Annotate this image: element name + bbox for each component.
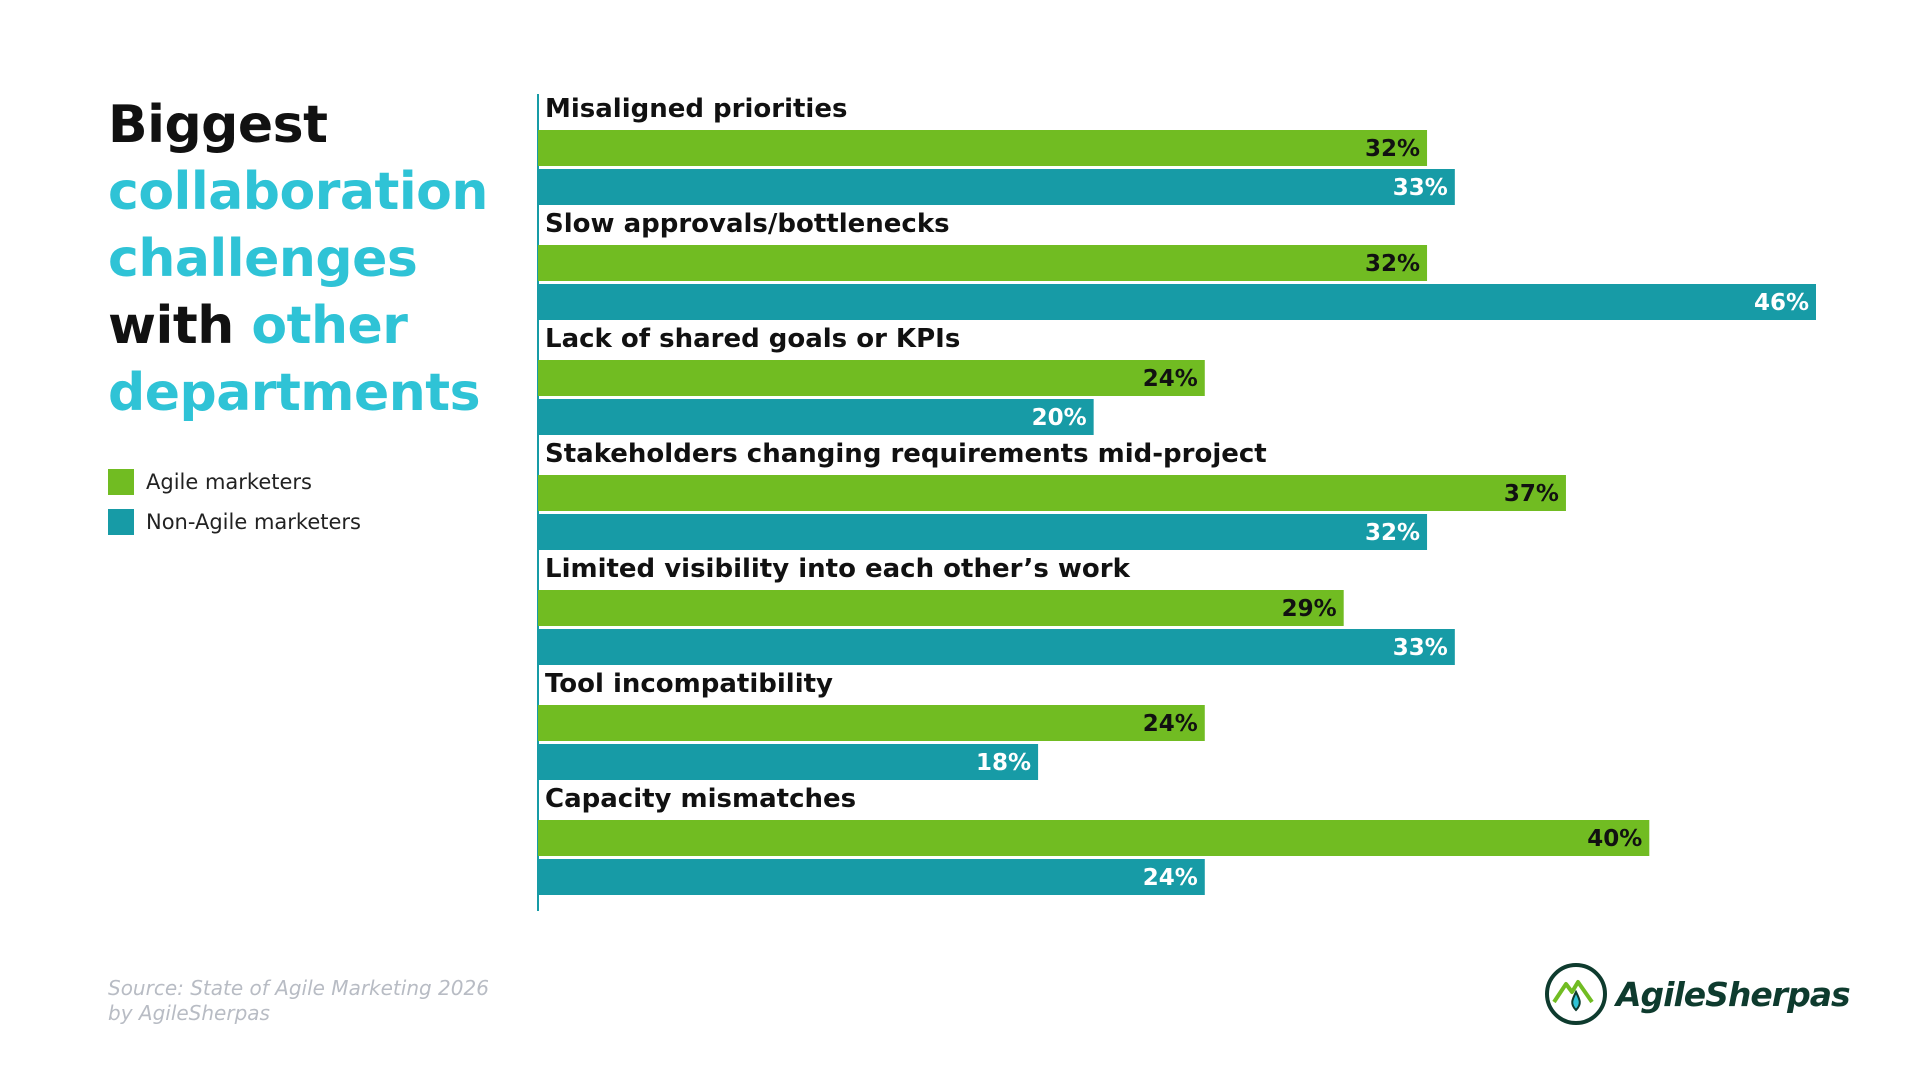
bar-agile [538, 360, 1205, 396]
bar-chart: Misaligned priorities 32% 33% Slow approval… [537, 94, 1816, 911]
value-label-non-agile: 33% [1393, 635, 1448, 661]
legend-swatch-agile [108, 469, 134, 495]
title-line-1: Biggest [108, 95, 328, 155]
category-label: Misaligned priorities [545, 94, 847, 124]
category-label: Slow approvals/bottlenecks [545, 209, 950, 239]
bar-non-agile [538, 399, 1094, 435]
source-line-2: by AgileSherpas [108, 1001, 270, 1025]
value-label-agile: 40% [1587, 826, 1642, 852]
legend-label-non-agile: Non-Agile marketers [146, 510, 361, 534]
bar-non-agile [538, 629, 1455, 665]
logo-text: AgileSherpas [1616, 974, 1851, 1014]
bar-non-agile [538, 859, 1205, 895]
category-label: Stakeholders changing requirements mid-p… [545, 439, 1267, 469]
chart-title: Biggest collaboration challenges with ot… [108, 92, 528, 427]
legend-item-non-agile: Non-Agile marketers [108, 502, 361, 542]
bar-agile [538, 130, 1428, 166]
legend-item-agile: Agile marketers [108, 462, 361, 502]
legend-label-agile: Agile marketers [146, 470, 312, 494]
mountain-drop-icon [1545, 963, 1607, 1025]
title-line-3: challenges [108, 229, 418, 289]
title-line-4-dark: with [108, 296, 234, 356]
value-label-agile: 29% [1282, 596, 1337, 622]
value-label-agile: 24% [1143, 711, 1198, 737]
value-label-agile: 32% [1365, 136, 1420, 162]
value-label-agile: 24% [1143, 366, 1198, 392]
bar-agile [538, 245, 1428, 281]
value-label-non-agile: 20% [1032, 405, 1087, 431]
source-note: Source: State of Agile Marketing 2026 by… [108, 976, 489, 1026]
title-line-2: collaboration [108, 162, 488, 222]
category-label: Capacity mismatches [545, 784, 856, 814]
value-label-non-agile: 46% [1754, 290, 1809, 316]
bar-non-agile [538, 514, 1428, 550]
bar-agile [538, 590, 1344, 626]
agilesherpas-logo: AgileSherpas [1544, 962, 1851, 1026]
title-line-5: departments [108, 363, 481, 423]
bar-agile [538, 705, 1205, 741]
legend-swatch-non-agile [108, 509, 134, 535]
value-label-non-agile: 18% [976, 750, 1031, 776]
bar-non-agile [538, 744, 1039, 780]
value-label-non-agile: 33% [1393, 175, 1448, 201]
bar-agile [538, 475, 1566, 511]
category-label: Tool incompatibility [545, 669, 833, 699]
bar-non-agile [538, 169, 1455, 205]
legend: Agile marketers Non-Agile marketers [108, 462, 361, 542]
category-label: Lack of shared goals or KPIs [545, 324, 960, 354]
value-label-agile: 32% [1365, 251, 1420, 277]
category-label: Limited visibility into each other’s wor… [545, 554, 1131, 584]
bar-agile [538, 820, 1650, 856]
source-line-1: Source: State of Agile Marketing 2026 [108, 976, 489, 1000]
value-label-agile: 37% [1504, 481, 1559, 507]
value-label-non-agile: 24% [1143, 865, 1198, 891]
title-line-4-accent: other [251, 296, 408, 356]
value-label-non-agile: 32% [1365, 520, 1420, 546]
bar-non-agile [538, 284, 1816, 320]
title-line-4: with other [108, 293, 528, 360]
